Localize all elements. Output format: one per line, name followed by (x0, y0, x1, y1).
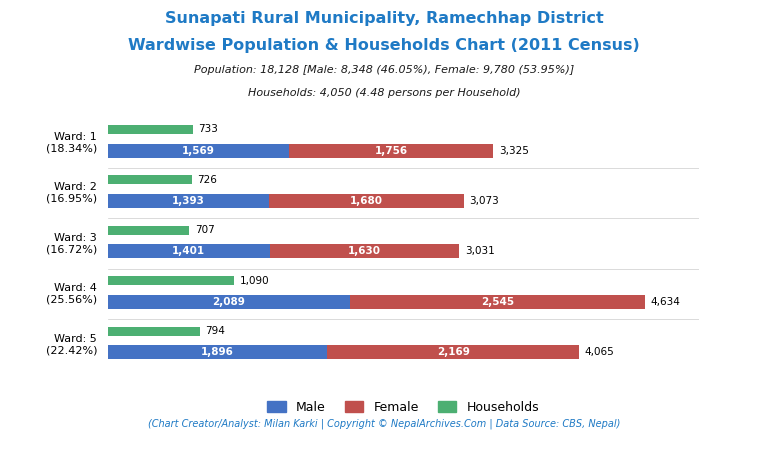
Text: 1,401: 1,401 (172, 247, 205, 256)
Text: 733: 733 (198, 124, 218, 134)
Text: Population: 18,128 [Male: 8,348 (46.05%), Female: 9,780 (53.95%)]: Population: 18,128 [Male: 8,348 (46.05%)… (194, 65, 574, 75)
Bar (108, 276, 234, 285)
Text: 1,393: 1,393 (172, 196, 205, 206)
Text: 707: 707 (195, 225, 215, 235)
Bar (108, 326, 200, 335)
Text: 1,569: 1,569 (182, 145, 215, 156)
Bar (108, 125, 193, 134)
Text: 1,896: 1,896 (201, 347, 234, 357)
Bar (108, 226, 190, 235)
Text: 4,065: 4,065 (584, 347, 614, 357)
Bar (290, 144, 493, 158)
Bar (108, 295, 349, 309)
Text: 1,680: 1,680 (350, 196, 383, 206)
Bar (108, 194, 269, 208)
Bar (270, 244, 459, 259)
Bar (269, 194, 464, 208)
Text: 2,169: 2,169 (437, 347, 469, 357)
Text: 4,634: 4,634 (650, 297, 680, 307)
Bar (108, 175, 192, 185)
Bar (327, 345, 579, 359)
Bar (108, 345, 327, 359)
Text: Wardwise Population & Households Chart (2011 Census): Wardwise Population & Households Chart (… (128, 38, 640, 53)
Bar (108, 144, 290, 158)
Text: 2,545: 2,545 (481, 297, 514, 307)
Text: 1,630: 1,630 (348, 247, 381, 256)
Bar (108, 244, 270, 259)
Text: (Chart Creator/Analyst: Milan Karki | Copyright © NepalArchives.Com | Data Sourc: (Chart Creator/Analyst: Milan Karki | Co… (147, 418, 621, 429)
Text: Households: 4,050 (4.48 persons per Household): Households: 4,050 (4.48 persons per Hous… (248, 88, 520, 97)
Text: 2,089: 2,089 (212, 297, 245, 307)
Text: 1,090: 1,090 (240, 276, 270, 286)
Text: 1,756: 1,756 (375, 145, 408, 156)
Legend: Male, Female, Households: Male, Female, Households (263, 396, 544, 419)
Text: 794: 794 (205, 326, 225, 336)
Text: 3,073: 3,073 (470, 196, 499, 206)
Text: Sunapati Rural Municipality, Ramechhap District: Sunapati Rural Municipality, Ramechhap D… (164, 11, 604, 26)
Text: 3,031: 3,031 (465, 247, 495, 256)
Bar (349, 295, 645, 309)
Text: 3,325: 3,325 (499, 145, 528, 156)
Text: 726: 726 (197, 175, 217, 185)
